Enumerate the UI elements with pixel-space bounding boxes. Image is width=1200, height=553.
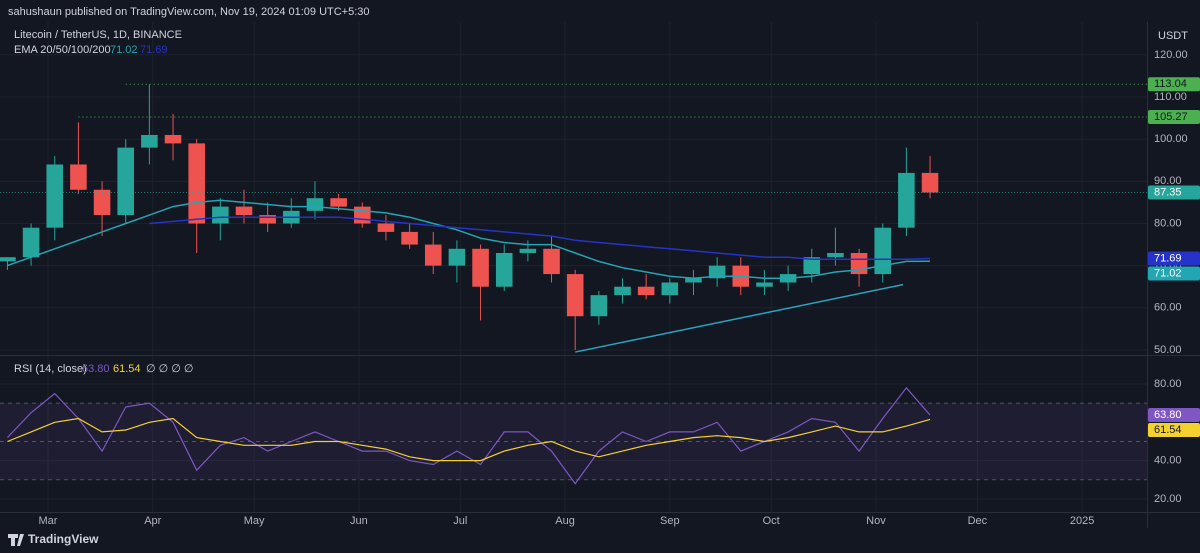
currency: USDT [1158, 30, 1188, 42]
y-tick-label: 60.00 [1154, 302, 1182, 314]
candle-body [117, 147, 134, 216]
price-badge [1148, 109, 1200, 124]
candle-body [259, 215, 276, 224]
legend-value: 71.69 [140, 44, 168, 56]
candle-body [377, 223, 395, 232]
candle-body [306, 198, 324, 211]
indicator-name: EMA 20/50/100/200 [14, 44, 111, 56]
price-badge [1148, 266, 1200, 281]
footer: TradingView [28, 532, 99, 546]
candle-body [141, 134, 158, 148]
price-badge [1148, 185, 1200, 200]
plot [0, 22, 1147, 512]
candle-body [188, 143, 205, 224]
series-line [149, 216, 931, 261]
price-badge-label: 71.02 [1154, 267, 1182, 279]
candle-body [0, 257, 16, 262]
y-tick-label: 20.00 [1154, 493, 1182, 505]
candle-body [93, 189, 111, 216]
legend-value: 63.80 [82, 363, 110, 375]
x-tick-label: May [244, 515, 265, 527]
candle-body [661, 282, 679, 296]
price-badge-label: 71.69 [1154, 252, 1182, 264]
y-tick-label: 80.00 [1154, 378, 1182, 390]
header: sahushaun published on TradingView.com, … [8, 6, 370, 18]
candle-body [685, 278, 702, 283]
candle-body [637, 286, 655, 296]
candle-body [235, 206, 253, 216]
candle-body [401, 231, 418, 245]
candle-body [566, 274, 584, 317]
candle-body [874, 227, 892, 275]
x-tick-label: Apr [144, 515, 161, 527]
candle-body [22, 227, 40, 258]
x-tick-label: 2025 [1070, 515, 1094, 527]
rsi-title: RSI (14, close) [14, 363, 87, 375]
candle-body [495, 252, 513, 287]
trendline [575, 283, 904, 353]
x-tick-label: Dec [968, 515, 988, 527]
y-tick-label: 80.00 [1154, 217, 1182, 229]
candle-body [803, 257, 821, 275]
candle-body [708, 265, 726, 279]
x-tick-label: Oct [763, 515, 780, 527]
x-tick-label: Sep [660, 515, 680, 527]
candle-body [756, 282, 773, 287]
x-tick-label: Aug [555, 515, 575, 527]
candle-body [448, 248, 466, 266]
candle-body [543, 248, 560, 275]
candle-body [472, 248, 489, 287]
series-line [7, 199, 931, 280]
rsi-band [0, 403, 1147, 480]
candle-body [354, 206, 371, 224]
candle-body [898, 172, 915, 228]
price-badge [1148, 423, 1200, 438]
x-tick-label: Jul [453, 515, 467, 527]
footer-bar [0, 528, 1200, 553]
series-line [7, 417, 931, 462]
price-badge [1148, 251, 1200, 266]
candle-body [212, 206, 229, 224]
symbol-title: Litecoin / TetherUS, 1D, BINANCE [14, 29, 182, 41]
price-badge-label: 113.04 [1154, 78, 1187, 90]
candle-body [70, 164, 87, 190]
y-tick-label: 50.00 [1154, 344, 1182, 356]
candle-body [519, 248, 537, 253]
candle-body [614, 286, 631, 296]
price-badge [1148, 408, 1200, 423]
price-badge-label: 87.35 [1154, 186, 1182, 198]
price-badge-label: 105.27 [1154, 111, 1188, 123]
price-badge-label: 61.54 [1154, 424, 1182, 436]
y-tick-label: 120.00 [1154, 49, 1188, 61]
candle-body [330, 198, 347, 207]
price-badge [1148, 77, 1200, 92]
legend-value: 71.02 [110, 44, 138, 56]
candle-body [424, 244, 442, 266]
candle-body [827, 252, 844, 258]
candle-body [164, 134, 182, 144]
y-tick-label: 40.00 [1154, 455, 1182, 467]
logo [8, 534, 24, 546]
x-tick-label: Jun [350, 515, 368, 527]
y-tick-label: 90.00 [1154, 175, 1182, 187]
x-tick-label: Nov [866, 515, 886, 527]
legend-value: 61.54 [113, 363, 141, 375]
x-tick-label: Mar [39, 515, 58, 527]
legend-extra: ∅ ∅ ∅ ∅ [146, 363, 194, 375]
candle-body [921, 172, 939, 193]
candle-body [590, 295, 608, 317]
candle-body [46, 164, 64, 228]
price-badge-label: 63.80 [1154, 409, 1182, 421]
series-line [6, 386, 931, 485]
y-tick-label: 100.00 [1154, 133, 1188, 145]
y-tick-label: 110.00 [1154, 91, 1187, 103]
